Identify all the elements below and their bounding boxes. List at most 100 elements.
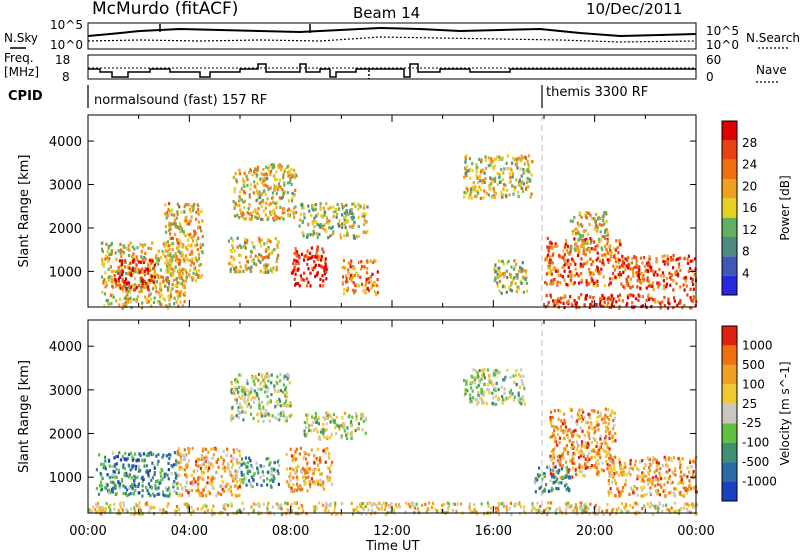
velocity-cell [307,413,310,417]
power-cell [289,172,292,176]
power-cell [313,265,316,269]
velocity-cell [191,446,194,451]
velocity-cell [250,505,253,509]
power-cell [167,253,170,257]
velocity-cell [258,406,261,410]
velocity-cell [612,507,615,512]
velocity-cell [549,435,552,439]
power-cell [669,255,672,260]
power-cell [263,256,266,260]
power-cell [586,239,589,243]
power-cell [591,259,595,264]
power-ytick-label: 1000 [49,265,82,280]
power-cell [169,252,172,256]
velocity-cell [253,389,256,393]
velocity-cell [565,460,568,464]
velocity-cell [207,476,210,480]
velocity-cell [613,468,616,472]
velocity-cell [234,397,237,401]
power-cell [669,283,672,287]
power-cell [184,245,187,249]
power-cell [107,275,110,279]
power-cell [147,246,150,250]
velocity-cell [666,480,669,484]
velocity-cell [618,457,621,461]
power-cell [479,179,482,183]
power-cell [305,235,309,239]
velocity-cell [570,504,573,508]
power-cell [648,262,651,266]
power-cell [238,197,242,201]
velocity-cell [339,436,343,440]
velocity-cell [235,401,239,405]
velocity-cell [573,461,576,466]
power-cell [186,219,189,223]
velocity-cell [613,472,616,476]
velocity-cell [222,506,225,510]
power-cell [260,204,263,208]
velocity-cell [290,486,293,490]
power-colorbar-tick: 12 [742,223,757,237]
power-cell [661,300,664,304]
power-cell [359,267,363,271]
velocity-cell [594,429,597,433]
velocity-cell [131,455,134,459]
velocity-cell [520,379,523,383]
velocity-cell [557,408,560,412]
velocity-cell [550,486,553,490]
velocity-cell [564,502,568,506]
power-cell [174,232,177,237]
power-cell [297,261,300,265]
power-cell [255,198,258,203]
velocity-cell [576,433,579,437]
velocity-cell [322,480,325,484]
power-cell [476,176,479,180]
power-cell [191,257,194,261]
velocity-cell [578,469,581,474]
power-cell [331,232,334,236]
power-cell [238,172,241,176]
velocity-cell [670,490,673,494]
velocity-cell [235,398,238,402]
power-cell [178,269,181,273]
velocity-cell [662,504,665,508]
power-cell [581,238,584,242]
velocity-cell [242,418,245,422]
velocity-cell [160,474,163,479]
power-cell [234,214,237,218]
power-cell [357,207,360,211]
power-cell [646,276,649,280]
velocity-cell [270,473,273,477]
velocity-cell [285,373,289,377]
power-cell [249,267,252,271]
velocity-cell [222,504,225,508]
velocity-cell [668,475,671,479]
velocity-cell [220,455,223,459]
velocity-cell [106,483,109,487]
velocity-cell [261,414,264,418]
velocity-cell [259,464,262,468]
power-cell [189,259,192,263]
velocity-cell [609,491,612,495]
power-cell [324,260,327,264]
velocity-cell [519,505,523,509]
power-cell [477,191,480,195]
velocity-cell [242,461,245,465]
velocity-cell [563,418,566,422]
velocity-cell [502,504,505,508]
velocity-cell [323,509,326,513]
velocity-cell [361,505,364,509]
velocity-cell [146,488,149,492]
power-cell [104,257,107,261]
velocity-cell [607,479,610,483]
power-cell [650,296,653,300]
power-cell [332,210,335,214]
velocity-cell [597,423,600,427]
velocity-cell [306,461,309,465]
velocity-cell [686,502,689,506]
power-cell [523,162,526,166]
power-cell [626,302,629,306]
velocity-cell [167,502,170,506]
power-cell [287,174,290,178]
power-cell [165,304,168,308]
